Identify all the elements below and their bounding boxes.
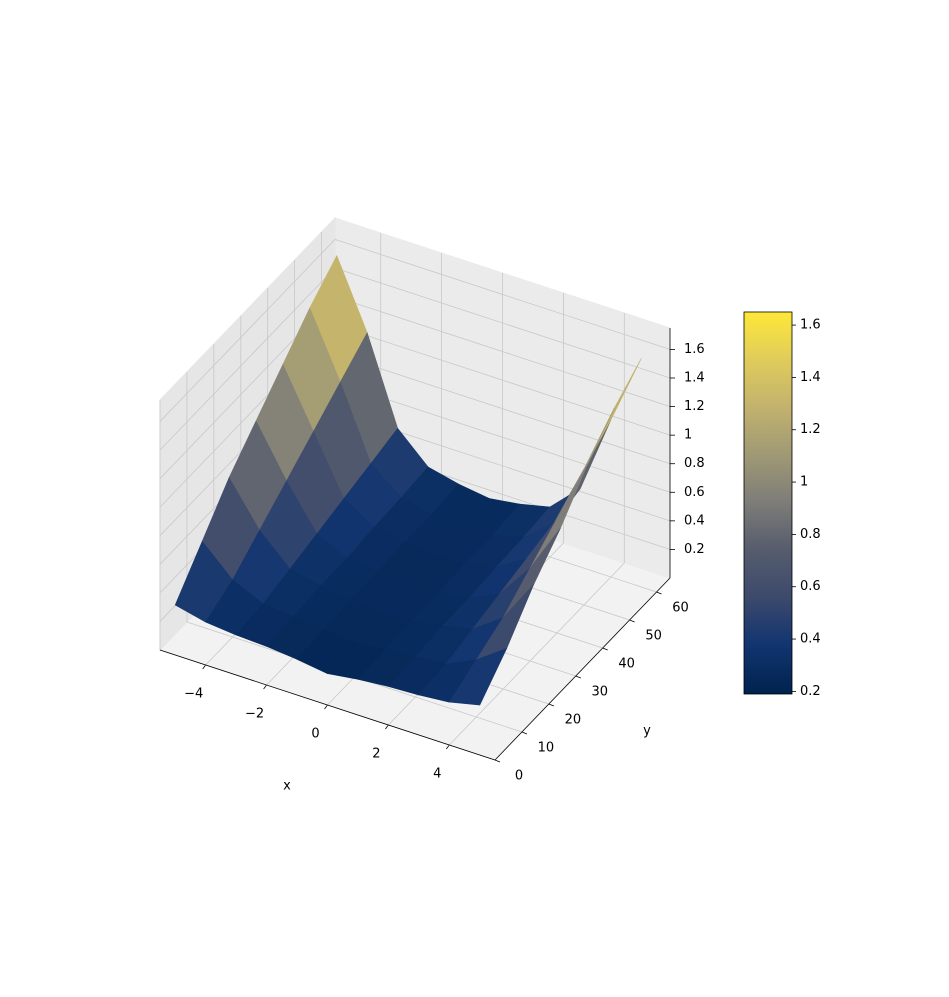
colorbar-tick-label: 0.8	[800, 527, 821, 542]
z-grid-line	[334, 239, 671, 350]
colorbar-tick-label: 1.2	[800, 422, 821, 437]
y-tick-label: 40	[618, 657, 635, 672]
x-tick	[324, 704, 328, 710]
y-tick	[602, 647, 608, 651]
z-tick-label: 0.8	[684, 456, 705, 471]
z-tick-label: 0.6	[684, 485, 705, 500]
z-tick-label: 0.4	[684, 513, 705, 528]
surface	[174, 254, 642, 706]
y-tick-label: 10	[538, 741, 555, 756]
x-tick-label: −2	[245, 707, 264, 722]
colorbar-tick-label: 1.6	[800, 318, 821, 333]
colorbar-tick-label: 0.6	[800, 579, 821, 594]
x-tick-label: 0	[311, 727, 319, 742]
y-tick-label: 30	[591, 685, 608, 700]
y-axis-label: y	[643, 724, 651, 739]
z-grid-line	[334, 296, 671, 407]
x-axis-label: x	[283, 779, 291, 794]
y-tick	[494, 759, 501, 763]
axis-line	[494, 577, 671, 761]
z-tick-label: 1.6	[684, 342, 705, 357]
z-grid-line	[334, 267, 671, 379]
y-tick-label: 60	[672, 601, 689, 616]
y-tick-label: 50	[645, 629, 662, 644]
z-tick-label: 1	[684, 428, 692, 443]
y-tick	[656, 591, 662, 595]
x-tick	[202, 664, 207, 670]
surface-patch	[448, 647, 508, 706]
z-grid-line	[334, 353, 671, 465]
x-tick-label: 4	[433, 767, 441, 782]
x-grid-line	[449, 562, 625, 746]
y-tick-label: 0	[515, 769, 523, 784]
z-grid-line	[159, 239, 336, 422]
z-tick-label: 0.2	[684, 542, 705, 557]
colorbar-tick-label: 0.2	[800, 684, 821, 699]
colorbar-tick-label: 1.4	[800, 370, 821, 385]
y-tick	[629, 619, 635, 623]
z-grid-line	[334, 381, 671, 493]
x-tick	[385, 724, 389, 730]
x-tick	[263, 684, 267, 690]
colorbar-tick-label: 1	[800, 475, 808, 490]
x-tick	[445, 744, 450, 750]
axis-line	[159, 649, 496, 761]
z-grid-line	[334, 324, 671, 436]
colorbar-tick-label: 0.4	[800, 632, 821, 647]
colorbar	[743, 311, 793, 695]
z-grid-line	[159, 267, 336, 451]
z-tick-label: 1.2	[684, 399, 705, 414]
z-tick-label: 1.4	[684, 371, 705, 386]
y-tick	[521, 731, 528, 735]
x-tick-label: 2	[372, 747, 380, 762]
x-tick-label: −4	[184, 687, 203, 702]
y-tick	[548, 703, 554, 707]
y-tick-label: 20	[565, 713, 582, 728]
y-tick	[575, 675, 581, 679]
